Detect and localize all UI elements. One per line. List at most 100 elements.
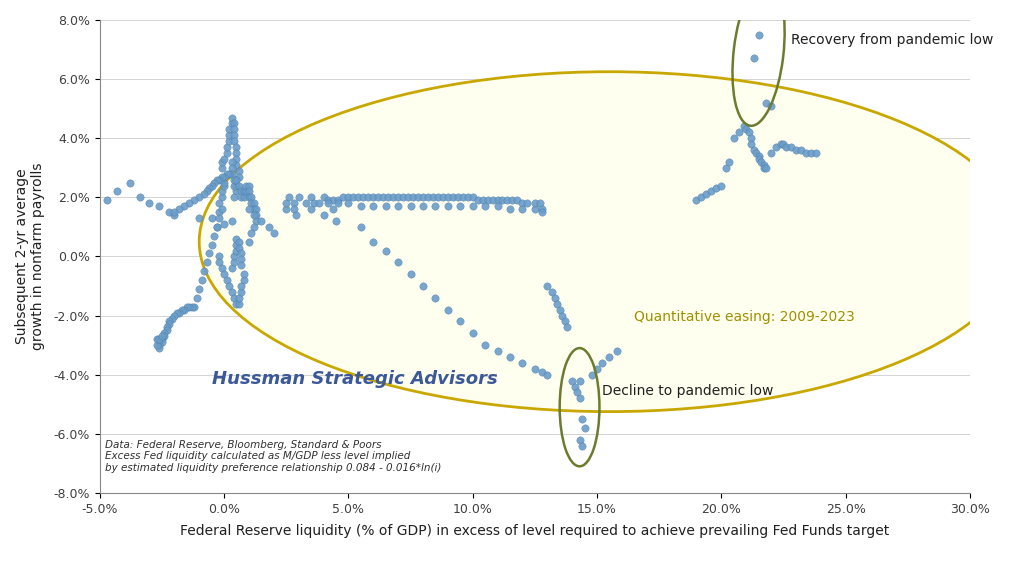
Point [233, 193, 250, 202]
Point [233, 287, 250, 297]
Point [365, 193, 381, 202]
Point [718, 163, 734, 172]
Point [350, 193, 367, 202]
Point [223, 264, 240, 273]
Point [213, 193, 229, 202]
Point [787, 146, 804, 155]
Point [326, 196, 342, 205]
Point [469, 196, 485, 205]
Point [188, 293, 205, 302]
Point [233, 282, 250, 291]
Point [213, 204, 229, 214]
Point [526, 204, 543, 214]
Point [559, 323, 575, 332]
Point [201, 184, 217, 193]
X-axis label: Federal Reserve liquidity (% of GDP) in excess of level required to achieve prev: Federal Reserve liquidity (% of GDP) in … [180, 524, 890, 538]
Point [569, 388, 586, 397]
Point [535, 207, 551, 217]
Point [390, 257, 407, 267]
Point [539, 370, 555, 379]
Point [753, 157, 769, 166]
Point [279, 199, 295, 208]
Point [502, 353, 518, 362]
Point [228, 181, 245, 190]
Point [226, 193, 243, 202]
Point [298, 199, 314, 208]
Point [148, 335, 165, 344]
Point [166, 207, 182, 217]
Point [244, 199, 260, 208]
Point [303, 193, 319, 202]
Point [500, 196, 516, 205]
Point [246, 199, 262, 208]
Point [340, 199, 356, 208]
Point [248, 204, 264, 214]
Point [233, 187, 250, 196]
Point [544, 287, 560, 297]
Point [213, 172, 229, 181]
Point [233, 261, 250, 270]
Point [226, 131, 243, 140]
Point [573, 441, 590, 450]
Point [223, 157, 240, 166]
Point [241, 237, 257, 247]
Point [793, 146, 809, 155]
Point [713, 181, 729, 190]
Point [211, 199, 227, 208]
Point [152, 343, 168, 353]
Point [226, 293, 243, 302]
Point [191, 193, 208, 202]
Point [286, 199, 302, 208]
Point [286, 204, 302, 214]
Point [186, 196, 203, 205]
Point [239, 187, 255, 196]
Point [688, 196, 705, 205]
Point [427, 202, 443, 211]
Point [763, 149, 779, 158]
Point [514, 204, 530, 214]
Point [196, 267, 212, 276]
Point [535, 204, 551, 214]
Point [228, 234, 245, 243]
Point [279, 204, 295, 214]
Point [547, 293, 563, 302]
Point [758, 98, 774, 107]
Point [526, 199, 543, 208]
Ellipse shape [200, 72, 1020, 412]
Point [385, 193, 401, 202]
Point [420, 193, 436, 202]
Point [183, 302, 200, 311]
Point [573, 414, 590, 423]
Point [228, 160, 245, 169]
Point [474, 196, 490, 205]
Point [236, 187, 252, 196]
Point [489, 346, 506, 355]
Point [730, 128, 746, 137]
Point [211, 252, 227, 261]
Point [743, 139, 760, 149]
Point [161, 207, 177, 217]
Point [211, 207, 227, 217]
Point [223, 119, 240, 128]
Point [228, 299, 245, 308]
Point [531, 199, 548, 208]
Point [230, 293, 247, 302]
Point [758, 163, 774, 172]
Point [228, 240, 245, 249]
Point [209, 222, 225, 232]
Point [552, 305, 568, 314]
Point [549, 299, 565, 308]
Point [154, 335, 170, 344]
Point [248, 210, 264, 219]
Point [141, 199, 158, 208]
Point [166, 210, 182, 219]
Point [352, 222, 369, 232]
Point [303, 204, 319, 214]
Point [226, 257, 243, 267]
Point [404, 193, 421, 202]
Point [509, 196, 525, 205]
Point [703, 187, 720, 196]
Text: Quantitative easing: 2009-2023: Quantitative easing: 2009-2023 [634, 310, 855, 324]
Point [223, 113, 240, 122]
Point [321, 199, 337, 208]
